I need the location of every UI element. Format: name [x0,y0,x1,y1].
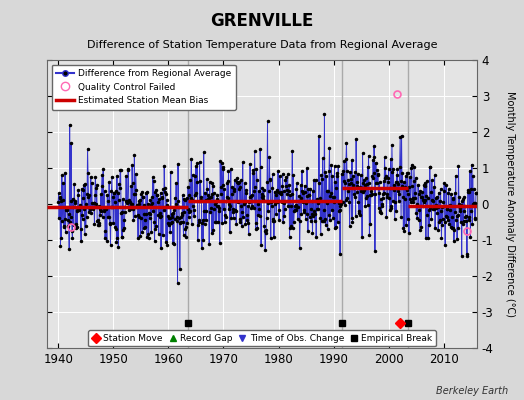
Text: GRENVILLE: GRENVILLE [210,12,314,30]
Legend: Station Move, Record Gap, Time of Obs. Change, Empirical Break: Station Move, Record Gap, Time of Obs. C… [88,330,436,346]
Text: Difference of Station Temperature Data from Regional Average: Difference of Station Temperature Data f… [87,40,437,50]
Y-axis label: Monthly Temperature Anomaly Difference (°C): Monthly Temperature Anomaly Difference (… [505,91,515,317]
Text: Berkeley Earth: Berkeley Earth [436,386,508,396]
